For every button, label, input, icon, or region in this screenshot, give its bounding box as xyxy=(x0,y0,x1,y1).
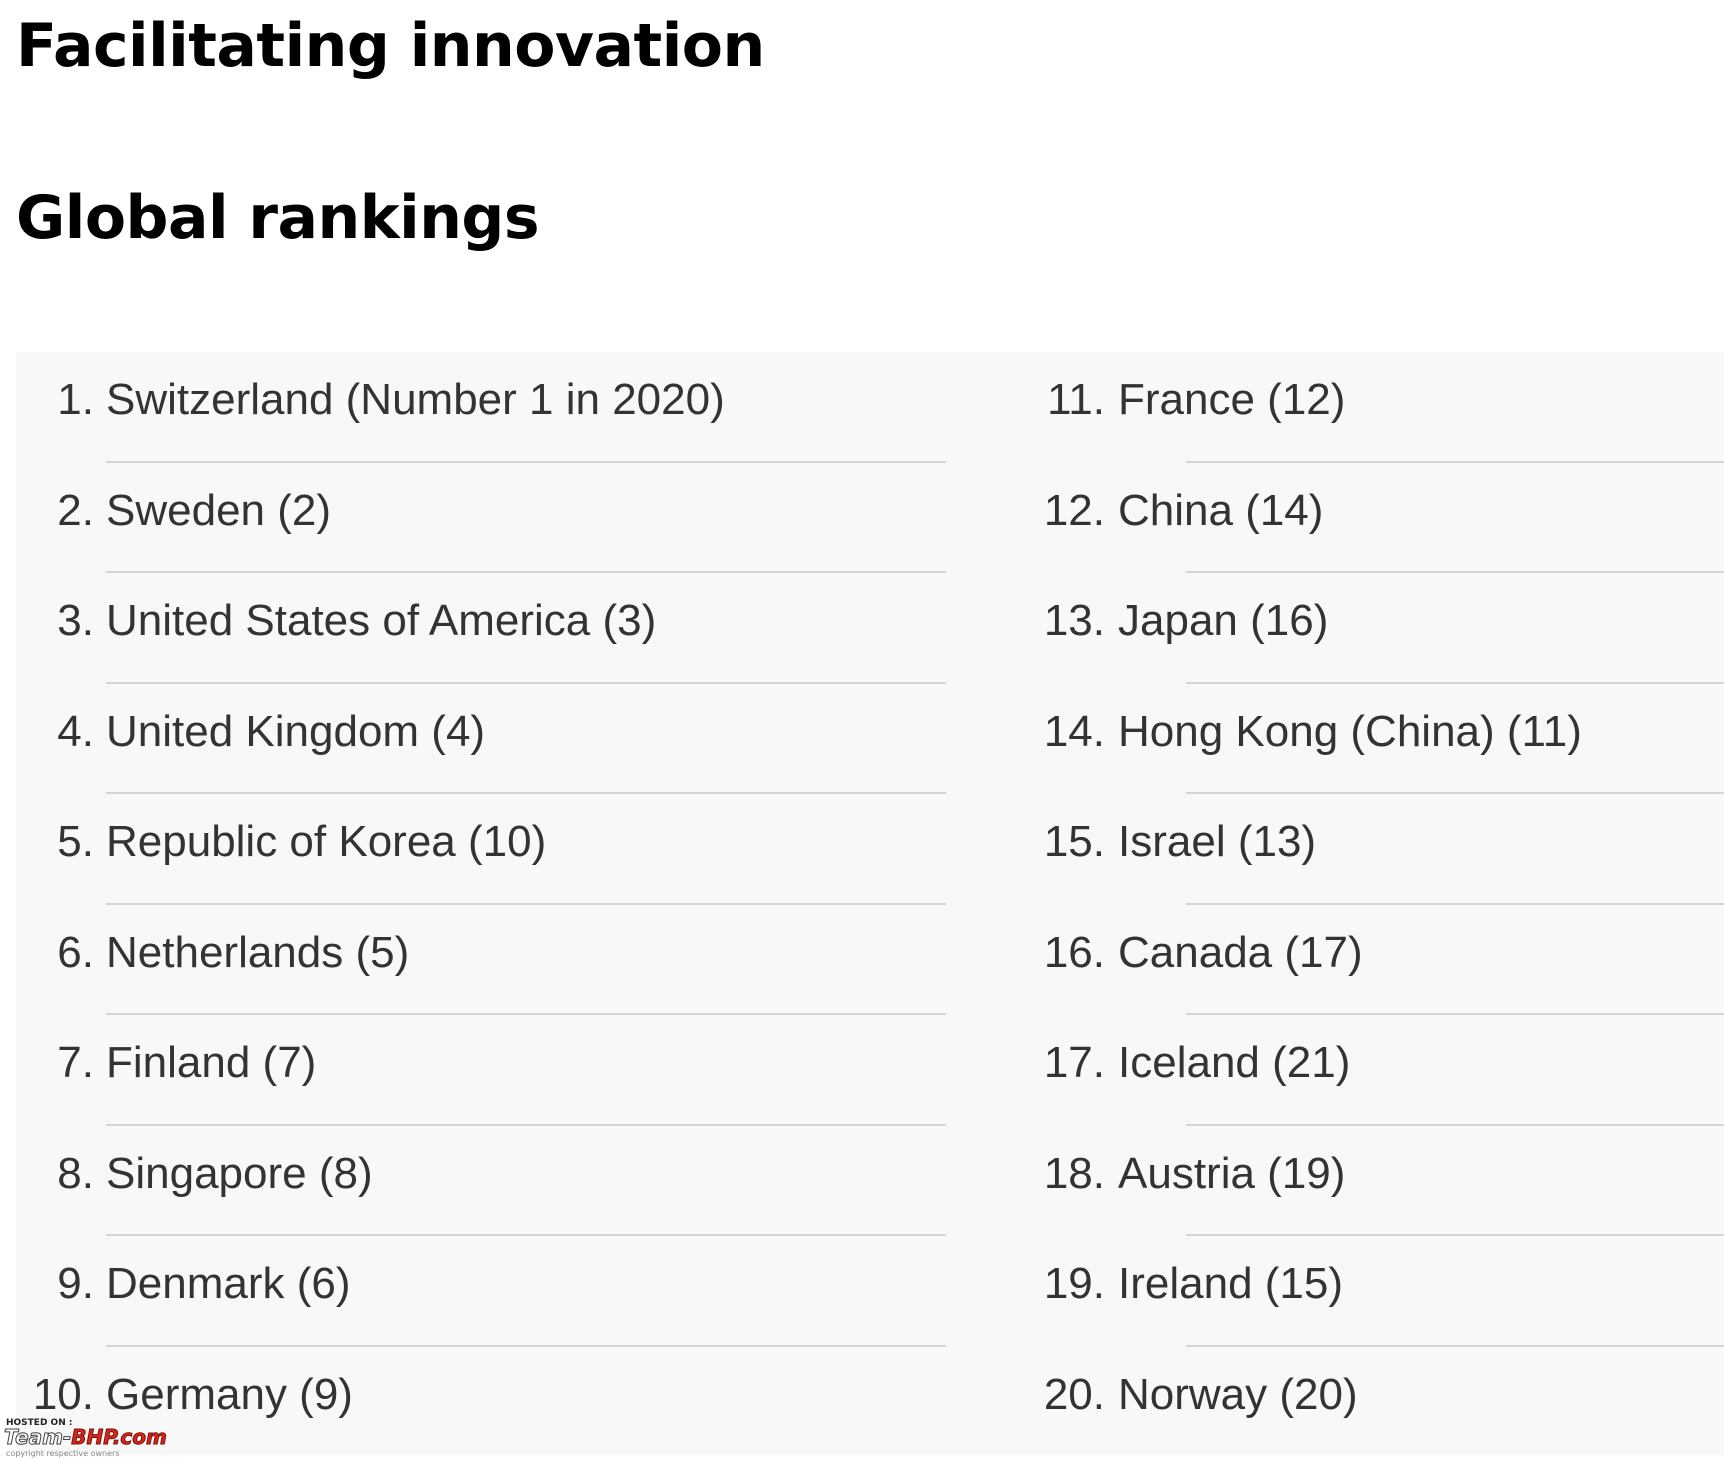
rank-country: China (14) xyxy=(1118,485,1324,535)
rank-country: Republic of Korea (10) xyxy=(106,817,547,866)
ranking-item: 17. Iceland (21) xyxy=(1044,1015,1724,1126)
ranking-item: 7. Finland (7) xyxy=(16,1015,946,1126)
rank-country: United Kingdom (4) xyxy=(106,706,486,756)
rank-country: Norway (20) xyxy=(1118,1369,1358,1419)
rank-country: Japan (16) xyxy=(1118,596,1329,645)
ranking-item: 1. Switzerland (Number 1 in 2020) xyxy=(16,352,946,463)
rank-country: Austria (19) xyxy=(1118,1148,1346,1198)
rank-number: 7. xyxy=(57,1038,94,1087)
rank-number: 15. xyxy=(1043,817,1105,866)
rank-country: France (12) xyxy=(1118,375,1346,424)
rankings-panel: 1. Switzerland (Number 1 in 2020) 2. Swede… xyxy=(16,352,1724,1455)
rank-number: 9. xyxy=(57,1259,94,1308)
rankings-list-left: 1. Switzerland (Number 1 in 2020) 2. Swede… xyxy=(16,352,946,1455)
rank-country: Netherlands (5) xyxy=(106,927,410,977)
rank-country: Germany (9) xyxy=(106,1369,353,1419)
rank-number: 18. xyxy=(1043,1148,1105,1198)
watermark-brand-text: Team- xyxy=(3,1425,72,1449)
rank-country: Denmark (6) xyxy=(106,1259,351,1308)
rank-number: 1. xyxy=(57,375,94,424)
ranking-item: 4. United Kingdom (4) xyxy=(16,684,946,795)
rank-number: 4. xyxy=(57,706,94,756)
watermark-hosted-label: HOSTED ON : xyxy=(6,1418,73,1428)
rank-number: 2. xyxy=(57,485,94,535)
ranking-item: 9. Denmark (6) xyxy=(16,1236,946,1347)
rank-number: 11. xyxy=(1047,375,1105,424)
rank-country: Iceland (21) xyxy=(1118,1038,1351,1087)
rank-country: Singapore (8) xyxy=(106,1148,373,1198)
section-heading: Global rankings xyxy=(16,183,540,253)
rankings-list-right: 11. France (12) 12. China (14) 13. Japan (1… xyxy=(1044,352,1724,1456)
ranking-item: 14. Hong Kong (China) (11) xyxy=(1044,684,1724,795)
watermark-copyright: copyright respective owners xyxy=(6,1449,120,1458)
rank-number: 20. xyxy=(1043,1369,1105,1419)
ranking-item: 10. Germany (9) xyxy=(16,1347,946,1456)
rank-number: 5. xyxy=(57,817,94,866)
ranking-item: 13. Japan (16) xyxy=(1044,573,1724,684)
ranking-item: 18. Austria (19) xyxy=(1044,1126,1724,1237)
ranking-item: 12. China (14) xyxy=(1044,463,1724,574)
hosting-watermark: HOSTED ON : Team-BHP.com copyright respe… xyxy=(3,1418,204,1458)
ranking-item: 6. Netherlands (5) xyxy=(16,905,946,1016)
rank-country: Hong Kong (China) (11) xyxy=(1118,706,1582,756)
rank-number: 6. xyxy=(57,927,94,977)
ranking-item: 20. Norway (20) xyxy=(1044,1347,1724,1456)
rank-number: 13. xyxy=(1043,596,1105,645)
rank-number: 19. xyxy=(1043,1259,1105,1308)
ranking-item: 8. Singapore (8) xyxy=(16,1126,946,1237)
rank-number: 14. xyxy=(1043,706,1105,756)
watermark-logo: Team-BHP.com xyxy=(3,1425,168,1449)
ranking-item: 15. Israel (13) xyxy=(1044,794,1724,905)
ranking-item: 2. Sweden (2) xyxy=(16,463,946,574)
rank-country: Sweden (2) xyxy=(106,485,332,535)
ranking-item: 19. Ireland (15) xyxy=(1044,1236,1724,1347)
watermark-brand-accent: BHP.com xyxy=(71,1425,168,1449)
rank-number: 10. xyxy=(32,1369,94,1419)
rank-number: 8. xyxy=(57,1148,94,1198)
rank-country: Israel (13) xyxy=(1118,817,1317,866)
ranking-item: 5. Republic of Korea (10) xyxy=(16,794,946,905)
page-title: Facilitating innovation xyxy=(16,11,765,81)
rank-country: Switzerland (Number 1 in 2020) xyxy=(106,375,725,424)
rank-number: 17. xyxy=(1043,1038,1105,1087)
ranking-item: 11. France (12) xyxy=(1047,352,1724,463)
rank-country: Finland (7) xyxy=(106,1038,317,1087)
rank-number: 12. xyxy=(1043,485,1105,535)
rank-number: 16. xyxy=(1043,927,1105,977)
ranking-item: 16. Canada (17) xyxy=(1044,905,1724,1016)
rank-country: United States of America (3) xyxy=(106,596,657,645)
rank-number: 3. xyxy=(57,596,94,645)
rank-country: Ireland (15) xyxy=(1118,1259,1344,1308)
ranking-item: 3. United States of America (3) xyxy=(16,573,946,684)
rank-country: Canada (17) xyxy=(1118,927,1363,977)
